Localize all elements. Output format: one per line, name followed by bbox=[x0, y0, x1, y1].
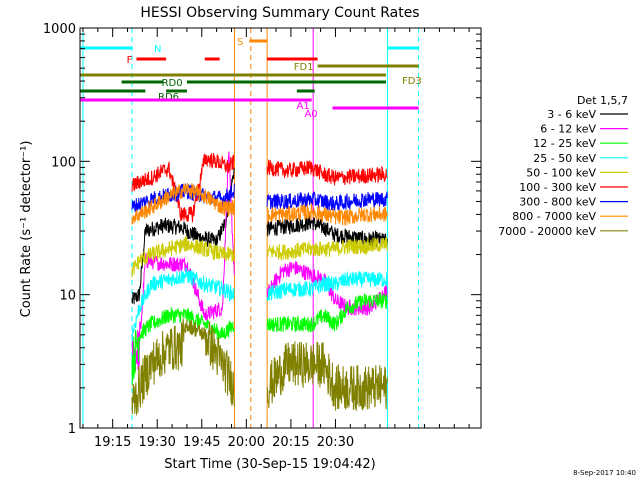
legend-entry-label: 7000 - 20000 keV bbox=[498, 225, 596, 238]
series-line bbox=[131, 236, 388, 278]
flag-label: A0 bbox=[304, 109, 317, 120]
x-tick-label: 19:45 bbox=[183, 435, 220, 450]
footer-date: 8-Sep-2017 10:40 bbox=[573, 469, 636, 477]
y-axis-label: Count Rate (s⁻¹ detector⁻¹) bbox=[19, 141, 34, 318]
series-line bbox=[131, 267, 388, 342]
legend-entry-label: 300 - 800 keV bbox=[519, 196, 596, 209]
x-tick-label: 20:15 bbox=[272, 435, 309, 450]
legend-entry-label: 100 - 300 keV bbox=[519, 181, 596, 194]
flag-label: FD3 bbox=[402, 76, 422, 87]
legend-entry-label: 6 - 12 keV bbox=[540, 123, 596, 136]
flag-label: RD6 bbox=[158, 92, 179, 103]
series-line bbox=[131, 153, 388, 223]
legend-entry-label: 50 - 100 keV bbox=[526, 166, 596, 179]
flag-label: S bbox=[237, 37, 243, 48]
legend-entry-label: 25 - 50 keV bbox=[533, 152, 596, 165]
plot-frame bbox=[79, 27, 482, 429]
x-tick-label: 20:30 bbox=[317, 435, 354, 450]
flag-label: FD1 bbox=[294, 62, 314, 73]
x-tick-label: 19:15 bbox=[94, 435, 131, 450]
y-tick-label: 10 bbox=[59, 289, 76, 304]
series-line bbox=[131, 292, 388, 386]
series-line bbox=[131, 318, 388, 416]
x-tick-label: 19:30 bbox=[138, 435, 175, 450]
legend-entry-label: 800 - 7000 keV bbox=[512, 210, 596, 223]
flag-label: F bbox=[127, 55, 133, 66]
flag-label: N bbox=[154, 44, 161, 55]
y-tick-label: 1 bbox=[68, 422, 76, 437]
legend-entry-label: 3 - 6 keV bbox=[547, 108, 596, 121]
legend-title: Det 1,5,7 bbox=[577, 94, 628, 107]
y-tick-label: 1000 bbox=[43, 22, 76, 37]
legend-entry-label: 12 - 25 keV bbox=[533, 137, 596, 150]
flag-label: A1 bbox=[296, 101, 309, 112]
x-tick-label: 20:00 bbox=[228, 435, 265, 450]
series-line bbox=[131, 183, 388, 214]
flag-label: RD0 bbox=[162, 78, 183, 89]
y-tick-label: 100 bbox=[51, 155, 76, 170]
x-axis-label: Start Time (30-Sep-15 19:04:42) bbox=[164, 457, 375, 472]
series-line bbox=[131, 182, 388, 227]
chart-title: HESSI Observing Summary Count Rates bbox=[140, 5, 419, 21]
